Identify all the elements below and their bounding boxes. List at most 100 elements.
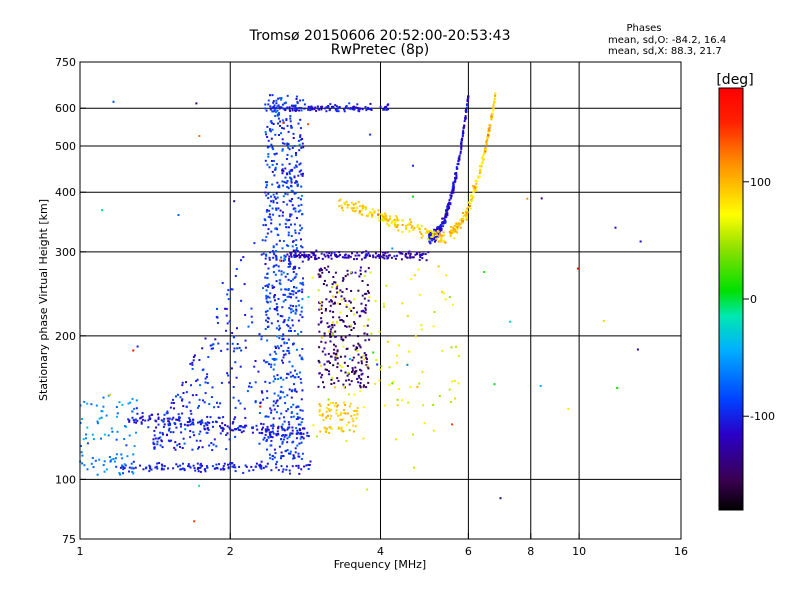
data-point [260, 335, 263, 338]
data-point [296, 412, 299, 415]
data-point [172, 402, 175, 404]
data-point [433, 311, 436, 313]
data-point [244, 424, 247, 427]
data-point [474, 188, 477, 191]
data-point [211, 386, 214, 389]
data-point [294, 210, 297, 213]
data-point [268, 296, 271, 299]
data-point [352, 307, 355, 309]
data-point [320, 336, 323, 339]
data-point [295, 180, 298, 183]
data-point [381, 214, 384, 217]
data-point [154, 437, 157, 440]
data-point [377, 255, 380, 258]
data-point [265, 313, 268, 316]
data-point [287, 231, 290, 234]
data-point [226, 372, 229, 375]
data-point [226, 322, 229, 325]
data-point [274, 115, 277, 117]
data-point [260, 422, 263, 425]
data-point [461, 133, 464, 136]
data-point [636, 348, 639, 351]
data-point [301, 409, 304, 412]
data-point [494, 97, 497, 100]
data-point [288, 435, 291, 438]
data-point [276, 109, 279, 112]
data-point [244, 464, 247, 467]
data-point [288, 259, 291, 262]
data-point [344, 355, 347, 358]
data-point [385, 219, 388, 222]
data-point [136, 412, 139, 415]
data-point [460, 148, 463, 150]
data-point [295, 373, 298, 376]
data-point [328, 252, 331, 254]
data-point [393, 221, 396, 224]
data-point [344, 253, 347, 256]
data-point [168, 429, 170, 432]
data-point [427, 230, 430, 233]
data-point [299, 162, 302, 165]
data-point [483, 271, 486, 273]
data-point [295, 418, 298, 420]
data-point [204, 381, 207, 384]
data-point [336, 349, 339, 352]
data-point [455, 226, 458, 229]
data-point [135, 431, 137, 434]
data-point [294, 389, 297, 392]
data-point [227, 374, 230, 377]
data-point [323, 253, 326, 256]
data-point [340, 369, 343, 372]
data-point [294, 447, 297, 450]
data-point [323, 347, 326, 350]
data-point [197, 447, 199, 450]
data-point [436, 234, 439, 236]
data-point [471, 196, 474, 199]
data-point [276, 405, 279, 407]
data-point [311, 108, 314, 111]
x-tick-label: 2 [227, 545, 234, 558]
data-point [221, 282, 224, 284]
data-point [262, 287, 264, 290]
data-point [338, 199, 341, 202]
data-point [246, 390, 249, 393]
data-point [290, 280, 293, 282]
data-point [319, 430, 322, 433]
data-point [373, 211, 376, 214]
data-point [388, 225, 391, 227]
data-point [79, 422, 82, 424]
data-point [358, 275, 361, 278]
data-point [154, 466, 157, 469]
data-point [218, 463, 220, 466]
data-point [359, 382, 362, 384]
data-point [293, 223, 296, 226]
data-point [385, 108, 388, 111]
data-point [267, 325, 270, 328]
data-point [281, 180, 284, 183]
data-point [293, 207, 296, 210]
data-point [299, 138, 302, 141]
data-point [187, 465, 190, 467]
data-point [418, 254, 421, 257]
data-point [307, 435, 310, 438]
data-point [366, 488, 369, 491]
data-point [316, 105, 319, 108]
data-point [454, 177, 457, 180]
data-point [298, 106, 301, 109]
data-point [460, 220, 463, 223]
data-point [335, 352, 338, 355]
data-point [259, 405, 262, 408]
data-point [401, 302, 404, 305]
data-point [126, 455, 129, 458]
data-point [320, 317, 323, 320]
data-point [321, 413, 324, 416]
data-point [115, 406, 118, 408]
data-point [452, 181, 455, 184]
data-point [264, 428, 267, 431]
data-point [388, 384, 391, 387]
data-point [299, 224, 302, 227]
data-point [443, 217, 446, 220]
data-point [429, 237, 432, 240]
data-point [262, 398, 265, 401]
data-point [86, 442, 89, 445]
